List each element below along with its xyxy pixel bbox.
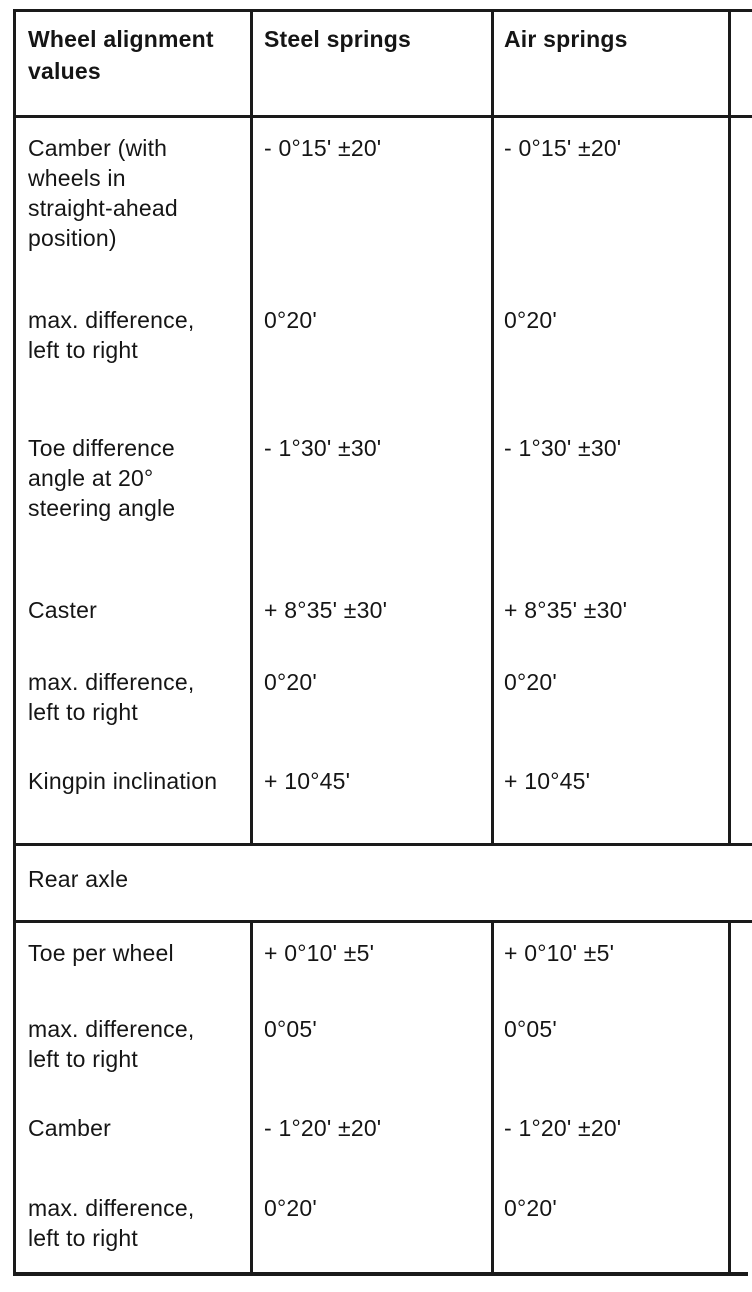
- column-rule-3-lower: [728, 920, 731, 1276]
- table-border-top: [13, 9, 752, 12]
- front-section-bottom-rule: [13, 843, 752, 846]
- header-wheel-alignment-values: Wheel alignment values: [28, 26, 214, 84]
- row-label-max-difference-1: max. difference, left to right: [28, 307, 195, 363]
- row-label-max-difference-2: max. difference, left to right: [28, 669, 195, 725]
- steel-value-camber-front: - 0°15' ±20': [264, 135, 382, 161]
- row-label-toe-difference-angle: Toe difference angle at 20° steering ang…: [28, 435, 176, 521]
- column-rule-2-lower: [491, 920, 494, 1276]
- steel-value-caster: + 8°35' ±30': [264, 597, 388, 623]
- air-value-max-difference-4: 0°20': [504, 1195, 557, 1221]
- steel-value-max-difference-2: 0°20': [264, 669, 317, 695]
- header-rule: [13, 115, 752, 118]
- table-border-left: [13, 9, 16, 1276]
- header-steel-springs: Steel springs: [264, 26, 412, 52]
- steel-value-camber-rear: - 1°20' ±20': [264, 1115, 382, 1141]
- column-rule-2-upper: [491, 9, 494, 843]
- section-header-rear-axle: Rear axle: [28, 866, 129, 892]
- header-air-springs: Air springs: [504, 26, 628, 52]
- row-label-caster: Caster: [28, 597, 97, 623]
- steel-value-kingpin-inclination: + 10°45': [264, 768, 351, 794]
- steel-value-max-difference-1: 0°20': [264, 307, 317, 333]
- air-value-toe-difference-angle: - 1°30' ±30': [504, 435, 622, 461]
- steel-value-toe-difference-angle: - 1°30' ±30': [264, 435, 382, 461]
- row-label-max-difference-3: max. difference, left to right: [28, 1016, 195, 1072]
- air-value-max-difference-3: 0°05': [504, 1016, 557, 1042]
- row-label-camber-rear: Camber: [28, 1115, 112, 1141]
- air-value-caster: + 8°35' ±30': [504, 597, 628, 623]
- steel-value-max-difference-3: 0°05': [264, 1016, 317, 1042]
- steel-value-max-difference-4: 0°20': [264, 1195, 317, 1221]
- steel-value-toe-per-wheel: + 0°10' ±5': [264, 940, 375, 966]
- air-value-camber-front: - 0°15' ±20': [504, 135, 622, 161]
- column-rule-3-upper: [728, 9, 731, 843]
- air-value-camber-rear: - 1°20' ±20': [504, 1115, 622, 1141]
- table-border-bottom: [13, 1272, 748, 1276]
- air-value-max-difference-1: 0°20': [504, 307, 557, 333]
- column-rule-1-upper: [250, 9, 253, 843]
- air-value-max-difference-2: 0°20': [504, 669, 557, 695]
- row-label-toe-per-wheel: Toe per wheel: [28, 940, 174, 966]
- wheel-alignment-table: Wheel alignment values Steel springs Air…: [13, 9, 752, 1276]
- column-rule-1-lower: [250, 920, 253, 1276]
- row-label-max-difference-4: max. difference, left to right: [28, 1195, 195, 1251]
- air-value-kingpin-inclination: + 10°45': [504, 768, 591, 794]
- row-label-camber-front: Camber (with wheels in straight-ahead po…: [28, 135, 178, 251]
- air-value-toe-per-wheel: + 0°10' ±5': [504, 940, 615, 966]
- rear-section-top-rule: [13, 920, 752, 923]
- row-label-kingpin-inclination: Kingpin inclination: [28, 768, 218, 794]
